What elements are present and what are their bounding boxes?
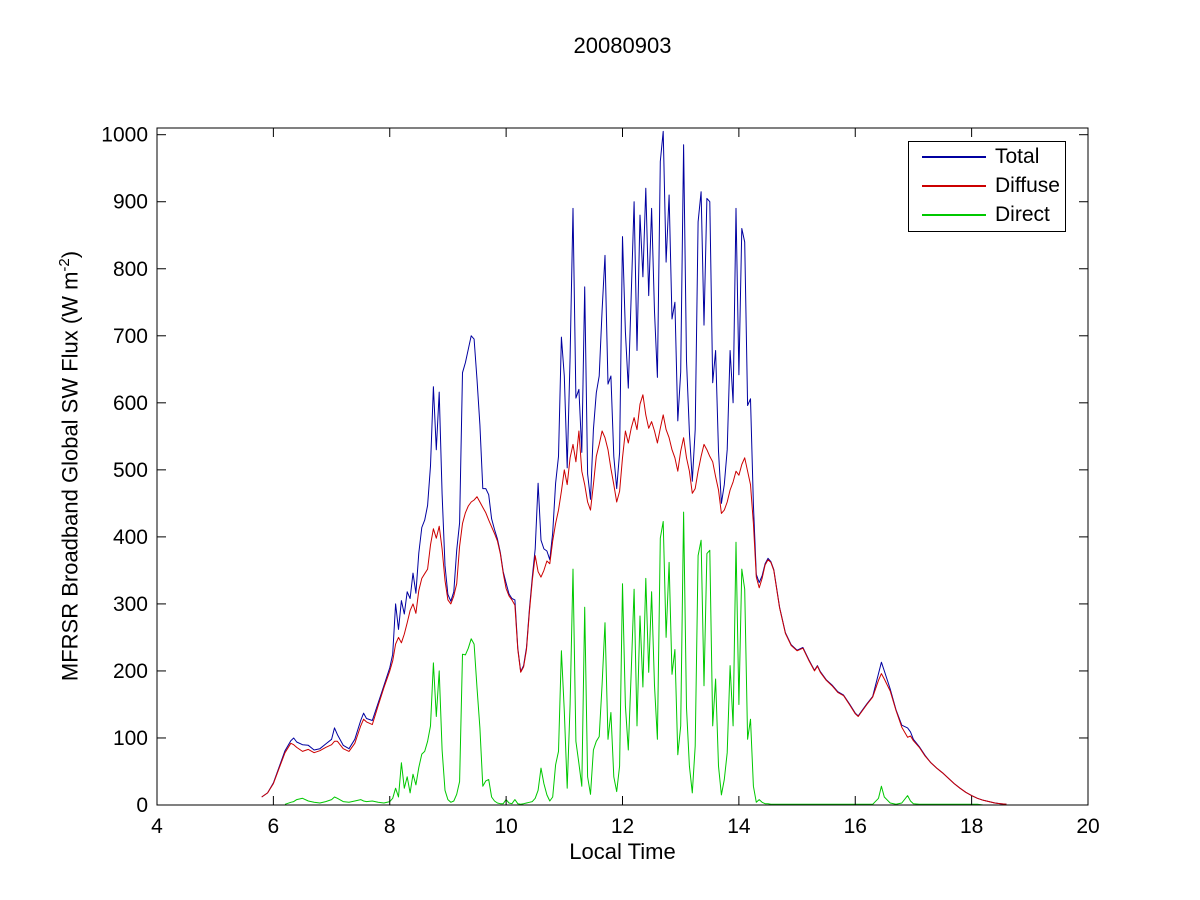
legend-entry-diffuse: Diffuse — [909, 171, 1065, 200]
y-tick-label: 0 — [136, 794, 148, 817]
series-line-total — [261, 130, 1007, 805]
y-tick-label: 600 — [113, 392, 148, 415]
total-line-sample — [922, 155, 986, 158]
legend-entry-total: Total — [909, 142, 1065, 171]
x-tick-label: 16 — [844, 815, 867, 838]
x-tick-label: 18 — [960, 815, 983, 838]
y-axis-label-close: ) — [57, 250, 83, 259]
x-tick-label: 6 — [268, 815, 280, 838]
legend-label-total: Total — [995, 145, 1040, 168]
y-tick-label: 800 — [113, 258, 148, 281]
y-tick-label: 200 — [113, 660, 148, 683]
y-tick-label: 100 — [113, 727, 148, 750]
y-axis-label: MFRSR Broadband Global SW Flux (W m-2) — [56, 206, 82, 726]
legend-entry-direct: Direct — [909, 200, 1065, 229]
legend-box: Total Diffuse Direct — [908, 141, 1066, 232]
x-tick-label: 12 — [611, 815, 634, 838]
y-axis-label-text: MFRSR Broadband Global SW Flux (W m — [57, 271, 83, 682]
y-tick-label: 500 — [113, 459, 148, 482]
y-tick-label: 400 — [113, 526, 148, 549]
x-tick-label: 8 — [384, 815, 396, 838]
series-line-diffuse — [261, 394, 1007, 805]
y-tick-label: 700 — [113, 325, 148, 348]
x-tick-label: 14 — [727, 815, 751, 838]
legend-label-diffuse: Diffuse — [995, 174, 1060, 197]
direct-line-sample — [922, 213, 986, 216]
legend-label-direct: Direct — [995, 203, 1050, 226]
series-line-direct — [284, 511, 984, 806]
y-tick-label: 900 — [113, 191, 148, 214]
y-axis-label-superscript: -2 — [56, 258, 73, 272]
x-tick-label: 20 — [1076, 815, 1099, 838]
chart-title: 20080903 — [573, 33, 672, 58]
x-tick-label: 10 — [494, 815, 517, 838]
y-tick-label: 1000 — [101, 124, 148, 147]
diffuse-line-sample — [922, 184, 986, 187]
x-tick-label: 4 — [151, 815, 163, 838]
x-axis-label: Local Time — [569, 839, 676, 864]
y-tick-label: 300 — [113, 593, 148, 616]
